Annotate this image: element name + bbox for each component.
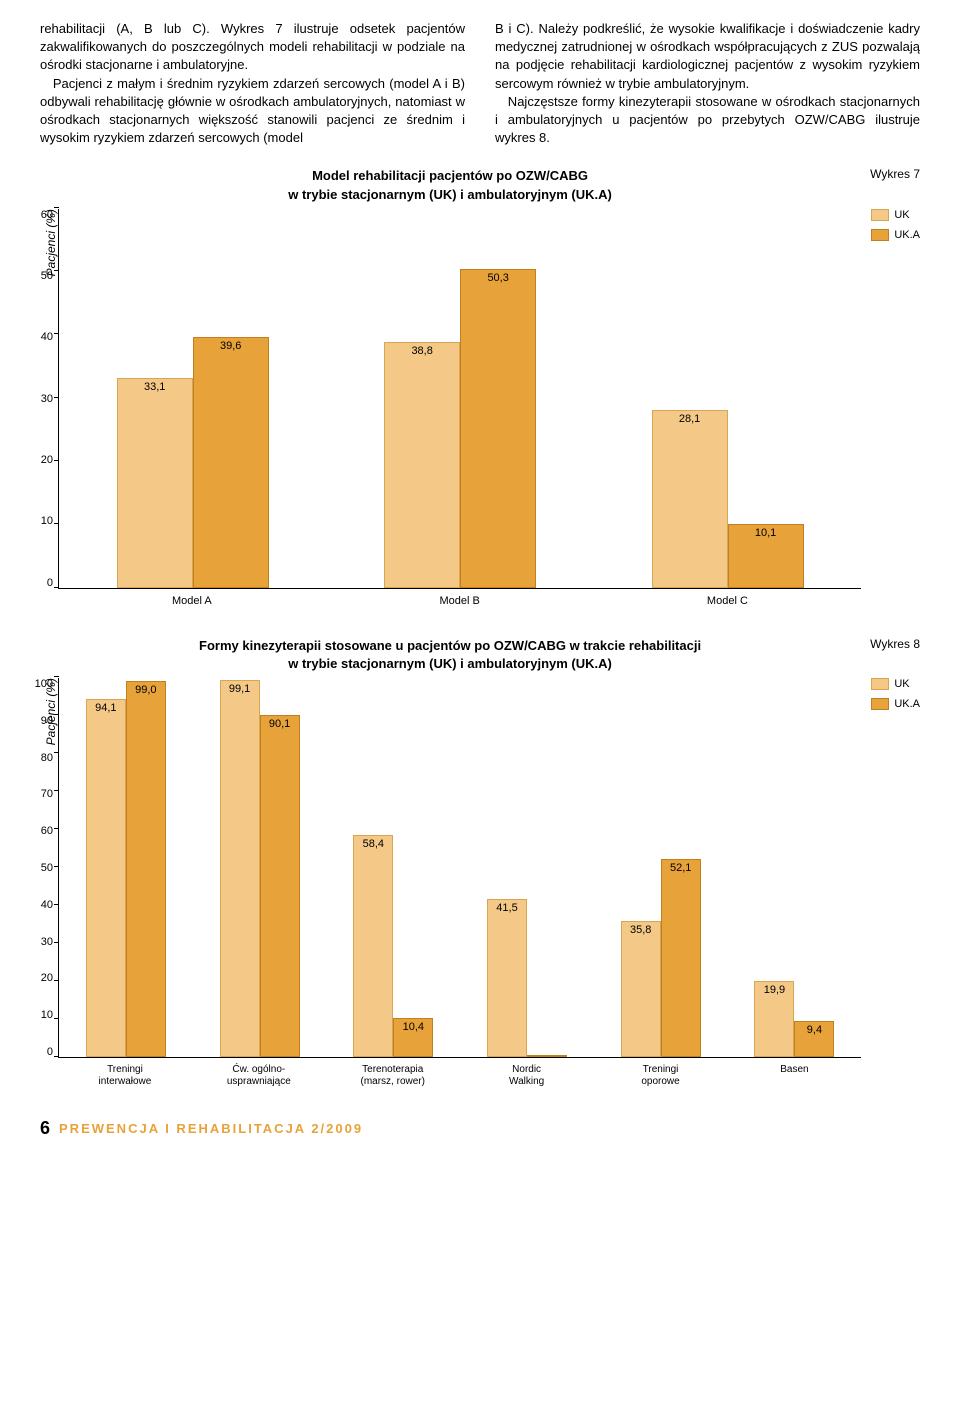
- bar-value: 90,1: [261, 718, 299, 730]
- chart-8: Formy kinezyterapii stosowane u pacjentó…: [40, 637, 920, 1088]
- y-tick: 80: [41, 752, 53, 764]
- legend-label: UK.A: [894, 698, 920, 710]
- bar: 35,8: [621, 921, 661, 1057]
- bar-value: 52,1: [662, 862, 700, 874]
- y-tick: 30: [41, 393, 53, 405]
- y-tick: 30: [41, 936, 53, 948]
- legend-label: UK.A: [894, 229, 920, 241]
- y-tick: 40: [41, 899, 53, 911]
- x-tick-label: Treningi oporowe: [594, 1064, 728, 1088]
- chart7-plot: 33,1 39,6 38,8 50,3 28,1 10,1: [59, 209, 861, 589]
- y-tick: 50: [41, 862, 53, 874]
- chart8-title: Formy kinezyterapii stosowane u pacjentó…: [40, 637, 860, 673]
- bar-group: 99,1 90,1: [220, 680, 300, 1057]
- bar-value: 10,1: [729, 527, 803, 539]
- legend-swatch: [871, 229, 889, 241]
- x-tick-label: Ćw. ogólno- usprawniające: [192, 1064, 326, 1088]
- chart-7: Model rehabilitacji pacjentów po OZW/CAB…: [40, 167, 920, 606]
- legend-item: UK.A: [871, 229, 920, 241]
- column-left: rehabilitacji (A, B lub C). Wykres 7 ilu…: [40, 20, 465, 147]
- bar-value: 50,3: [461, 272, 535, 284]
- bar: 33,1: [117, 378, 193, 588]
- bar: 41,5: [487, 899, 527, 1057]
- chart7-legend: UK UK.A: [871, 209, 920, 241]
- bar-value: 41,5: [488, 902, 526, 914]
- x-tick-label: Model C: [594, 595, 862, 607]
- page-number: 6: [40, 1118, 50, 1139]
- bar: 28,1: [652, 410, 728, 588]
- bar-group: 94,199,0: [86, 681, 166, 1057]
- bar-value: 39,6: [194, 340, 268, 352]
- legend-item: UK: [871, 209, 920, 221]
- y-tick: 0: [47, 1046, 53, 1058]
- bar-group: 33,1 39,6: [117, 337, 269, 588]
- column-right: B i C). Należy podkreślić, że wysokie kw…: [495, 20, 920, 147]
- y-tick: 0: [47, 577, 53, 589]
- y-tick: 20: [41, 972, 53, 984]
- bar: 90,1: [260, 715, 300, 1057]
- bar: 50,3: [460, 269, 536, 588]
- bar-value: 19,9: [755, 984, 793, 996]
- x-tick-label: Model A: [58, 595, 326, 607]
- x-tick-label: Terenoterapia (marsz, rower): [326, 1064, 460, 1088]
- chart8-plot: 94,199,0 99,1 90,1 58,4 10,4 41,5 35,8 52,1 19,9…: [59, 678, 861, 1058]
- legend-swatch: [871, 678, 889, 690]
- bar-value: 35,8: [622, 924, 660, 936]
- bar: 94,1: [86, 699, 126, 1057]
- chart7-x-labels: Model AModel BModel C: [58, 595, 861, 607]
- bar: 10,4: [393, 1018, 433, 1058]
- bar-value: 28,1: [653, 413, 727, 425]
- bar: 58,4: [353, 835, 393, 1057]
- y-tick: 10: [41, 515, 53, 527]
- y-tick: 20: [41, 454, 53, 466]
- x-tick-label: Model B: [326, 595, 594, 607]
- bar: [527, 1055, 567, 1057]
- bar-group: 19,9 9,4: [754, 981, 834, 1057]
- bar-group: 41,5: [487, 899, 567, 1057]
- chart7-title: Model rehabilitacji pacjentów po OZW/CAB…: [40, 167, 860, 203]
- bar-group: 58,4 10,4: [353, 835, 433, 1057]
- bar-value: 10,4: [394, 1021, 432, 1033]
- bar-value: 99,0: [127, 684, 165, 696]
- legend-label: UK: [894, 678, 909, 690]
- bar: 9,4: [794, 1021, 834, 1057]
- chart8-x-labels: Treningi interwałoweĆw. ogólno- usprawni…: [58, 1064, 861, 1088]
- legend-item: UK.A: [871, 698, 920, 710]
- bar-value: 9,4: [795, 1024, 833, 1036]
- body-text: rehabilitacji (A, B lub C). Wykres 7 ilu…: [40, 20, 920, 147]
- bar: 99,1: [220, 680, 260, 1057]
- bar-value: 33,1: [118, 381, 192, 393]
- legend-item: UK: [871, 678, 920, 690]
- y-tick: 10: [41, 1009, 53, 1021]
- bar: 10,1: [728, 524, 804, 588]
- bar: 39,6: [193, 337, 269, 588]
- chart7-ylabel: Pacjenci (%): [40, 209, 58, 276]
- chart8-legend: UK UK.A: [871, 678, 920, 710]
- bar-value: 99,1: [221, 683, 259, 695]
- bar-group: 35,8 52,1: [621, 859, 701, 1057]
- footer-title: PREWENCJA I REHABILITACJA 2/2009: [55, 1121, 367, 1136]
- y-tick: 60: [41, 825, 53, 837]
- legend-swatch: [871, 698, 889, 710]
- bar-value: 94,1: [87, 702, 125, 714]
- chart8-wykres-label: Wykres 8: [870, 637, 920, 651]
- y-tick: 40: [41, 331, 53, 343]
- bar: 38,8: [384, 342, 460, 588]
- bar: 99,0: [126, 681, 166, 1057]
- x-tick-label: Nordic Walking: [460, 1064, 594, 1088]
- bar-value: 38,8: [385, 345, 459, 357]
- chart8-ylabel: Pacjenci (%): [40, 678, 58, 745]
- y-tick: 70: [41, 788, 53, 800]
- x-tick-label: Treningi interwałowe: [58, 1064, 192, 1088]
- x-tick-label: Basen: [727, 1064, 861, 1088]
- legend-swatch: [871, 209, 889, 221]
- footer: 6 PREWENCJA I REHABILITACJA 2/2009: [40, 1118, 920, 1139]
- bar-group: 28,1 10,1: [652, 410, 804, 588]
- bar: 19,9: [754, 981, 794, 1057]
- chart7-wykres-label: Wykres 7: [870, 167, 920, 181]
- bar: 52,1: [661, 859, 701, 1057]
- legend-label: UK: [894, 209, 909, 221]
- bar-value: 58,4: [354, 838, 392, 850]
- bar-group: 38,8 50,3: [384, 269, 536, 588]
